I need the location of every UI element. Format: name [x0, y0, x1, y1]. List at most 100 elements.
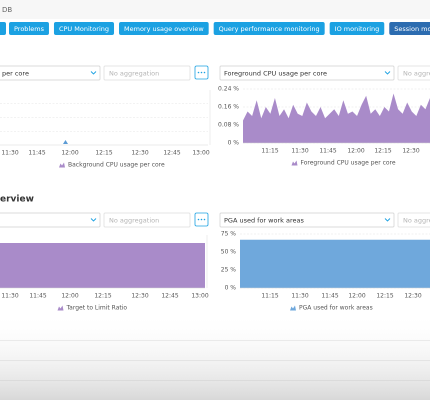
menu-dot [200, 71, 203, 74]
x-tick-label: 13:00 [192, 150, 209, 157]
tab-partial[interactable] [0, 22, 6, 35]
tab-label: Session monitoring [394, 25, 430, 33]
legend[interactable]: Target to Limit Ratio [57, 305, 128, 312]
y-tick-label: 25 % [221, 267, 237, 274]
tab[interactable]: Query performance monitoring [213, 22, 325, 35]
x-tick-label: 13:00 [191, 293, 208, 300]
x-tick-label: 11:45 [319, 148, 336, 155]
x-tick-label: 11:30 [291, 293, 308, 300]
x-tick-label: 12:30 [131, 293, 148, 300]
x-tick-label: 12:30 [402, 148, 419, 155]
ghost-rows [0, 340, 430, 381]
x-tick-label: 12:15 [374, 148, 391, 155]
y-tick-label: 0 % [225, 285, 237, 292]
dropdown-text: No aggregation [109, 69, 159, 77]
tab-bg [329, 22, 385, 35]
panel: Foreground CPU usage per core No aggregat… [218, 65, 430, 167]
metric-dropdown[interactable] [0, 212, 101, 228]
dropdown-text: No aggregation [403, 69, 430, 77]
y-tick-label: 0.16 % [218, 104, 239, 111]
y-tick-label: 75 % [221, 231, 237, 238]
x-tick-label: 11:45 [321, 293, 338, 300]
tab-bg [119, 22, 209, 35]
aggregation-dropdown[interactable]: No aggregation [397, 212, 430, 228]
chevron [384, 218, 391, 222]
menu-dot [203, 71, 206, 74]
legend-label: Target to Limit Ratio [66, 305, 128, 312]
menu-button[interactable] [194, 212, 209, 227]
tab[interactable]: CPU Monitoring [53, 22, 115, 35]
tab[interactable]: IO monitoring [329, 22, 385, 35]
aggregation-dropdown[interactable]: No aggregation [103, 65, 191, 81]
dropdown-text: No aggregation [109, 216, 159, 224]
metric-dropdown[interactable]: per core [0, 65, 101, 81]
tab-label: Problems [14, 25, 45, 33]
ghost-line [0, 360, 430, 361]
tab-bar: Problems CPU Monitoring Memory usage overv… [9, 22, 430, 35]
x-tick-label: 11:30 [291, 148, 308, 155]
legend[interactable]: Foreground CPU usage per core [291, 160, 396, 167]
header-title: DB [2, 6, 12, 14]
legend-label: Background CPU usage per core [68, 162, 165, 169]
dropdown-text: per core [2, 69, 29, 77]
x-tick-label: 12:30 [404, 293, 421, 300]
header-bar [0, 0, 430, 19]
x-tick-label: 12:15 [376, 293, 393, 300]
y-tick-label: 0.24 % [218, 86, 239, 93]
panel: No aggregation 11:30 11:45 12:00 12:15 12:30 1… [0, 212, 209, 312]
legend-label: PGA used for work areas [299, 305, 373, 312]
legend-icon [291, 160, 298, 166]
aggregation-dropdown[interactable]: No aggregation [397, 65, 430, 81]
ghost-line [0, 340, 430, 341]
dropdown-box [0, 212, 101, 228]
tab-bg [9, 22, 49, 35]
dropdown-text: Foreground CPU usage per core [224, 69, 327, 77]
aggregation-dropdown[interactable]: No aggregation [103, 212, 191, 228]
legend-icon [290, 305, 296, 311]
panels: per core No aggregation 11:30 11:45 12:00 12:… [0, 65, 430, 312]
tab-label: CPU Monitoring [59, 25, 109, 33]
x-tick-label: 11:30 [1, 293, 18, 300]
area [240, 239, 430, 288]
dropdown-text: PGA used for work areas [224, 216, 304, 224]
section-title: erview [0, 195, 34, 205]
y-tick-label: 0.08 % [218, 122, 239, 129]
chevron [384, 71, 391, 75]
metric-dropdown[interactable]: Foreground CPU usage per core [219, 65, 395, 81]
x-tick-label: 12:00 [61, 293, 78, 300]
legend-icon [59, 162, 65, 168]
x-tick-label: 12:00 [347, 148, 364, 155]
tab[interactable]: Session monitoring [389, 22, 430, 35]
x-tick-label: 11:30 [1, 150, 18, 157]
dropdown-box [103, 65, 191, 81]
x-tick-label: 11:15 [261, 293, 278, 300]
x-tick-label: 11:45 [28, 150, 45, 157]
legend[interactable]: Background CPU usage per core [59, 162, 165, 169]
tab-bg [389, 22, 430, 35]
tab-bg [53, 22, 115, 35]
tab-label: IO monitoring [335, 25, 380, 33]
tab-label: Query performance monitoring [219, 25, 320, 33]
legend-label: Foreground CPU usage per core [301, 160, 396, 167]
x-tick-label: 12:30 [131, 150, 148, 157]
tab[interactable]: Memory usage overview [119, 22, 209, 35]
x-tick-label: 12:00 [348, 293, 365, 300]
x-tick-label: 11:15 [261, 148, 278, 155]
legend-icon [57, 305, 64, 311]
metric-dropdown[interactable]: PGA used for work areas [219, 212, 395, 228]
legend[interactable]: PGA used for work areas [290, 305, 373, 312]
bottom-fade [0, 312, 430, 400]
tab-bg [213, 22, 325, 35]
panel: per core No aggregation 11:30 11:45 12:00 12:… [0, 65, 211, 169]
ghost-line [0, 380, 430, 381]
menu-dot [197, 218, 200, 221]
chevron [90, 71, 97, 75]
y-tick-label: 50 % [221, 249, 237, 256]
x-tick-label: 12:45 [163, 150, 180, 157]
menu-button[interactable] [194, 65, 209, 80]
tab[interactable]: Problems [9, 22, 49, 35]
panel: PGA used for work areas No aggregation 0 %… [219, 212, 430, 312]
x-tick-label: 12:15 [95, 150, 112, 157]
dropdown-box [397, 212, 430, 228]
